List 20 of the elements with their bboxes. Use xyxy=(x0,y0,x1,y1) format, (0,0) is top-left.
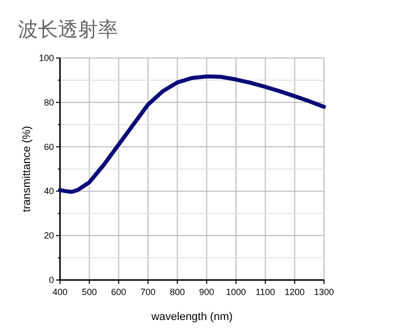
y-axis-title: transmittance (%) xyxy=(21,126,33,212)
chart-title: 波长透射率 xyxy=(18,19,118,41)
y-tick-label: 0 xyxy=(48,275,54,285)
x-tick-label: 1000 xyxy=(226,287,246,297)
x-tick-label: 400 xyxy=(52,287,68,297)
line-series xyxy=(58,74,326,194)
x-tick-label: 1100 xyxy=(256,287,276,297)
x-tick-label: 700 xyxy=(140,287,156,297)
x-tick-label: 900 xyxy=(199,287,214,297)
x-tick-label: 1200 xyxy=(284,287,305,297)
x-axis-title: wavelength (nm) xyxy=(150,311,233,323)
y-tick-label: 20 xyxy=(44,230,54,241)
y-tick-label: 40 xyxy=(44,186,54,196)
x-tick-label: 600 xyxy=(111,287,126,297)
y-tick-label: 60 xyxy=(44,142,54,152)
y-tick-label: 100 xyxy=(38,53,54,63)
y-tick-label: 80 xyxy=(44,97,54,108)
x-tick-label: 1300 xyxy=(314,287,334,297)
x-tick-label: 800 xyxy=(170,287,185,297)
x-tick-label: 500 xyxy=(82,287,97,297)
